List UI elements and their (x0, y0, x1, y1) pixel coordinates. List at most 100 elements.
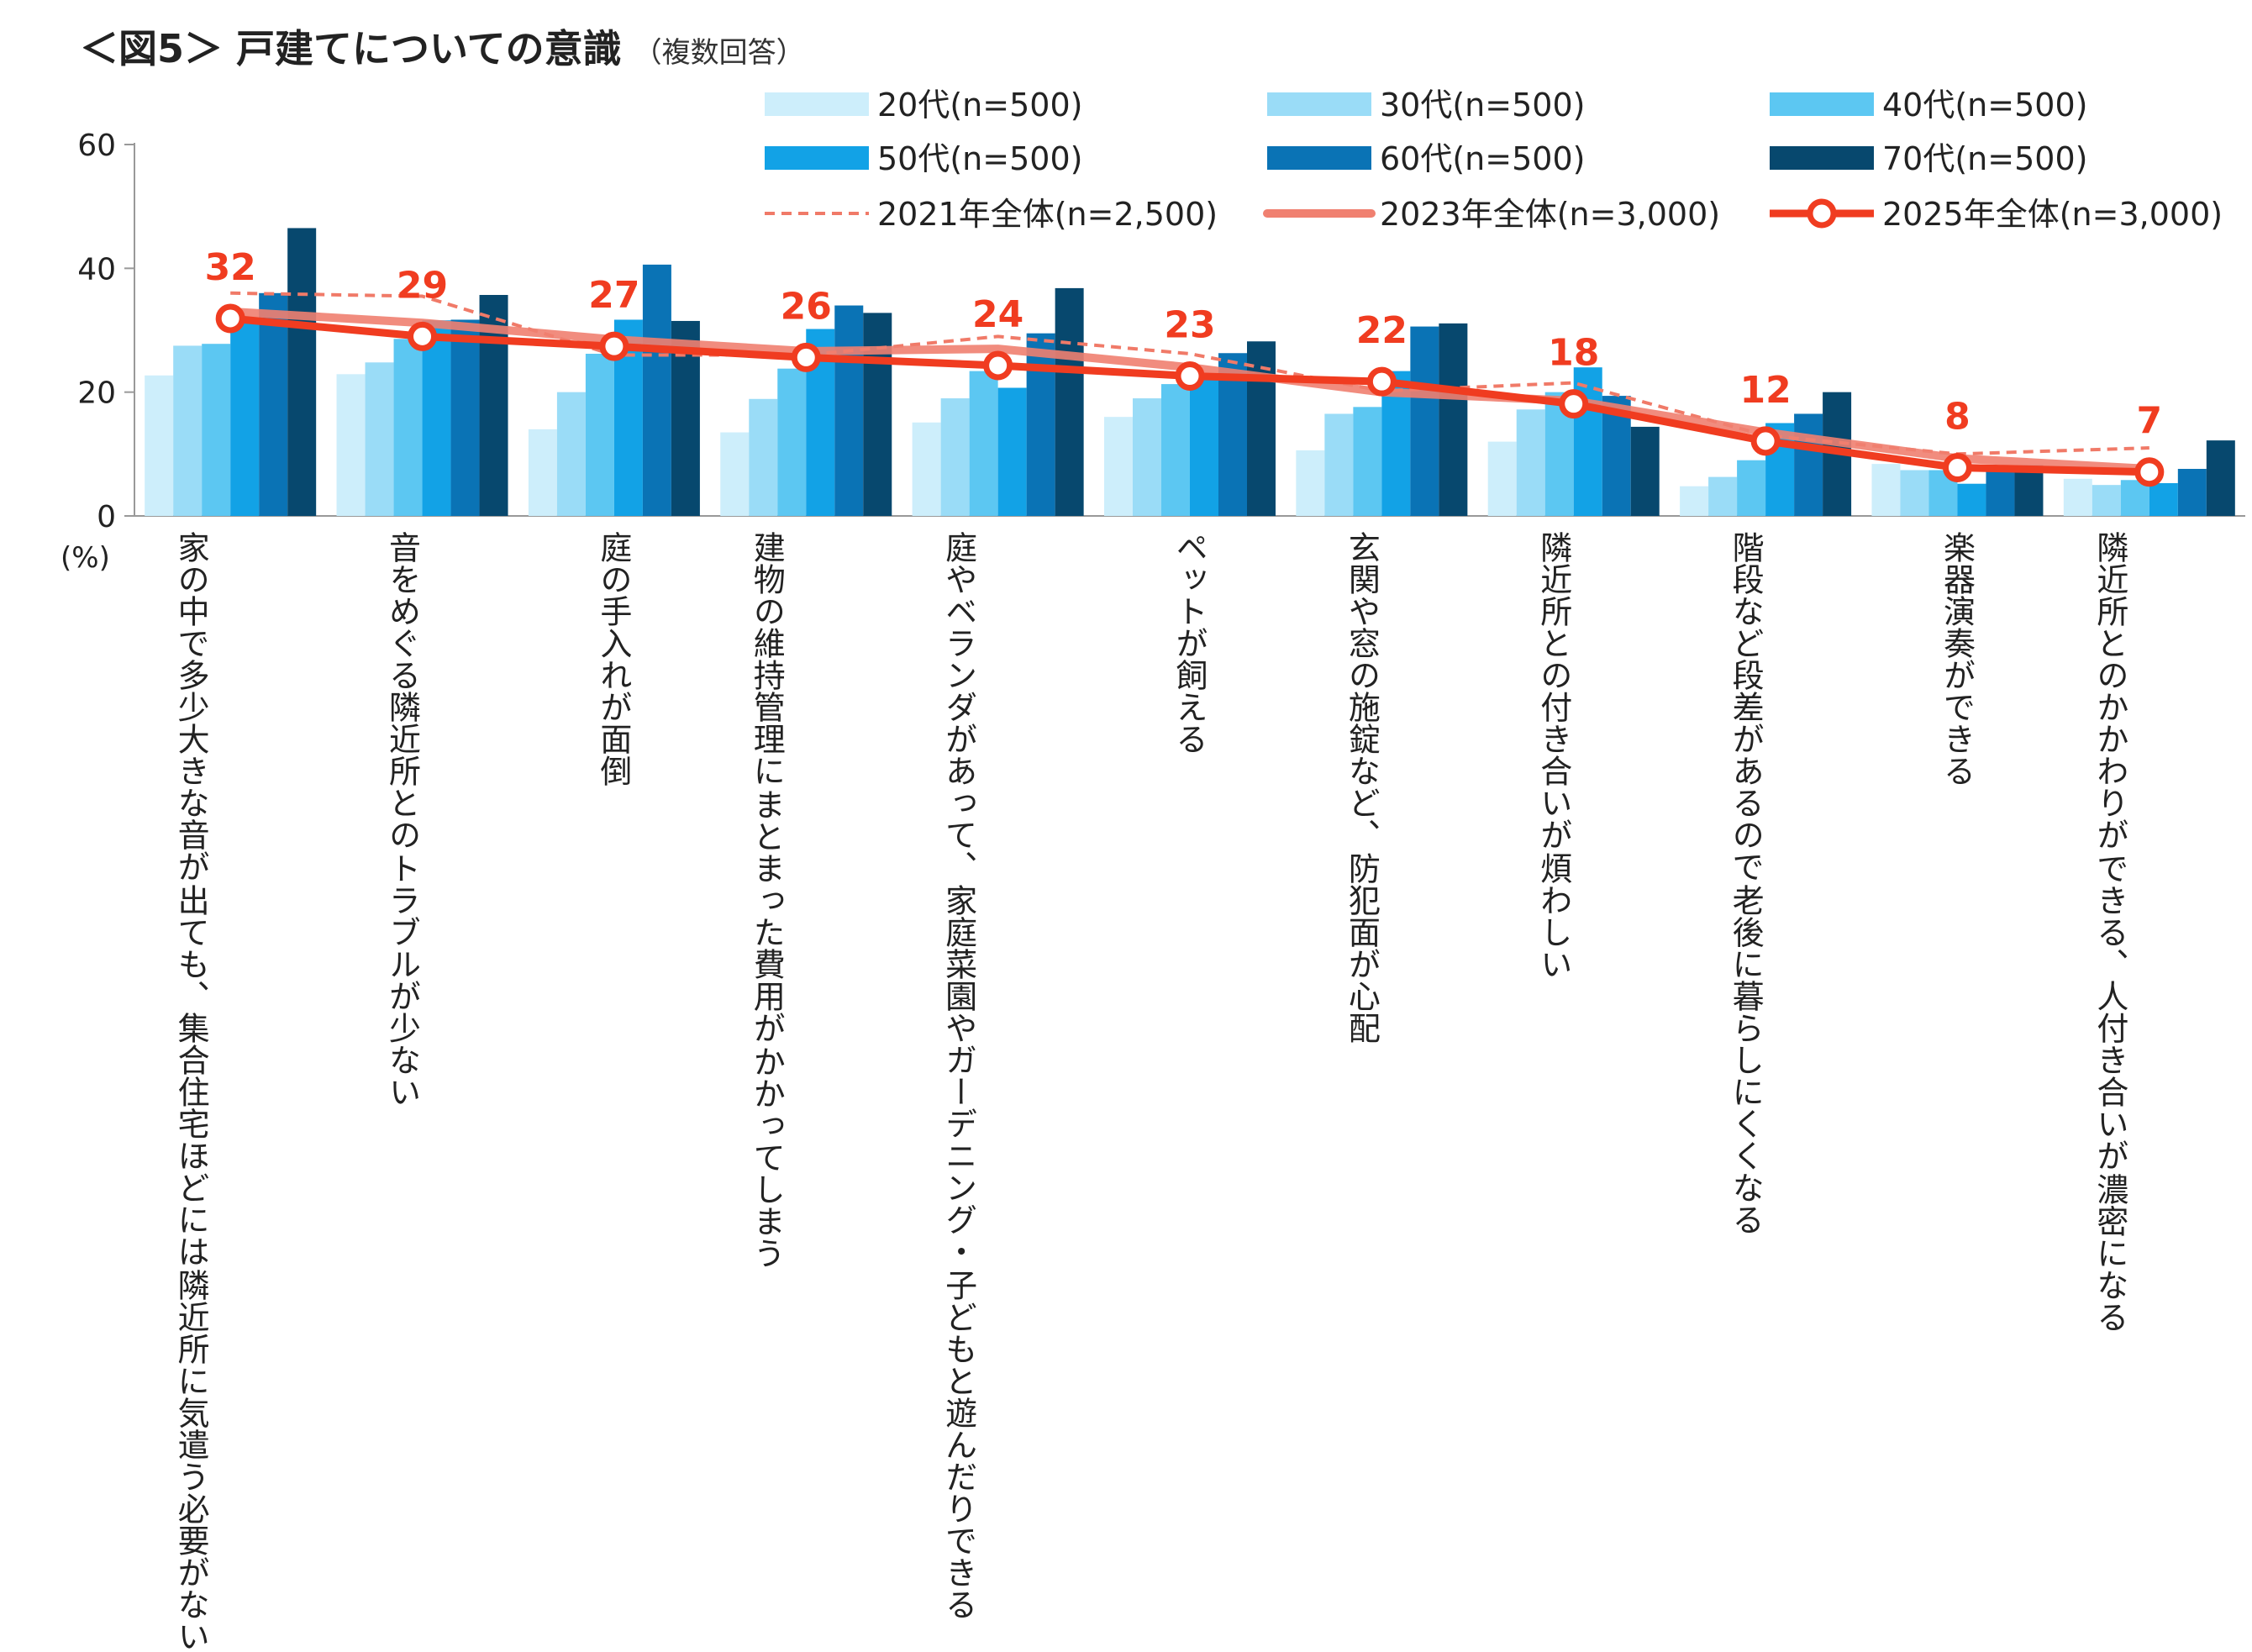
bar (365, 362, 394, 516)
bar (528, 429, 557, 516)
bar (642, 264, 671, 516)
x-tick-label-line: 家庭菜園やガーデニング・ (939, 884, 977, 1267)
x-tick-label: 建物の維持管理に まとまった費用が かかってしまう (748, 531, 864, 1269)
bar (2120, 480, 2149, 516)
legend-label: 40代(n=500) (1882, 87, 2087, 124)
bar (336, 374, 366, 516)
bar (173, 345, 203, 516)
x-tick-label-line: トラブルが少ない (383, 852, 421, 1107)
legend-swatch (1770, 92, 1874, 116)
bar (1986, 470, 2015, 516)
x-tick-label-line: 隣近所に気遣う必要がない (172, 1269, 210, 1652)
bar (1026, 333, 1055, 516)
legend-swatch (765, 146, 869, 170)
bar (1487, 441, 1517, 516)
legend-marker (1807, 198, 1837, 229)
point-marker (983, 350, 1013, 381)
bar (1104, 417, 1133, 516)
x-tick-label: 隣近所との付き合いが 煩わしい (1535, 531, 1613, 985)
x-tick-label-line: 煩わしい (1534, 852, 1572, 980)
bar (2177, 469, 2207, 516)
bar (1324, 413, 1354, 516)
data-label: 22 (1356, 309, 1408, 352)
x-tick-label-line: 家の中で多少大きな音が (172, 531, 210, 882)
y-tick-label: 20 (77, 376, 116, 411)
bar (2092, 485, 2121, 516)
x-tick-label: 楽器演奏ができる (1938, 531, 1976, 985)
x-tick-label: 玄関や窓の施錠など、 防犯面が心配 (1343, 531, 1420, 1044)
point-marker (215, 303, 245, 334)
legend-swatch (765, 92, 869, 116)
chart-subtitle: （複数回答） (633, 36, 805, 70)
x-tick-label-line: 老後に暮らしにくくなる (1727, 884, 1765, 1235)
bar (749, 398, 778, 516)
bar (834, 305, 864, 516)
legend-swatch (1770, 146, 1874, 170)
y-unit-label: (%) (61, 541, 110, 575)
x-tick-label-line: 階段など段差があるので (1727, 531, 1765, 882)
bar (259, 292, 288, 516)
bar (145, 375, 174, 516)
x-tick-label-line: ペットが飼える (1171, 531, 1208, 755)
bar (2063, 478, 2092, 516)
bar (556, 392, 586, 516)
y-tick-label: 0 (97, 500, 116, 534)
point-marker (1942, 453, 1972, 483)
legend-swatch (1267, 146, 1371, 170)
legend-label: 50代(n=500) (877, 140, 1082, 177)
bar (1794, 413, 1823, 516)
bar (1296, 450, 1325, 516)
point-marker (1750, 426, 1781, 456)
x-tick-label: 庭やベランダがあって、 家庭菜園やガーデニング・ 子どもと遊んだりできる (939, 531, 1056, 1620)
x-tick-label-line: まとまった費用が (748, 788, 786, 1044)
bar (1190, 376, 1218, 516)
x-tick-label-line: 庭の手入れが面倒 (594, 531, 632, 787)
legend-label: 30代(n=500) (1380, 87, 1585, 124)
x-tick-label-line: 庭やベランダがあって、 (939, 531, 977, 882)
data-label: 23 (1164, 304, 1215, 347)
data-label: 8 (1944, 396, 1970, 439)
bar (1737, 460, 1766, 516)
x-tick-label-line: できる、人付き合いが (2091, 852, 2128, 1171)
point-marker (1559, 389, 1589, 419)
x-tick-label-line: 楽器演奏ができる (1938, 531, 1976, 787)
data-label: 7 (2137, 400, 2163, 443)
x-tick-label: 隣近所とのかかわりが できる、人付き合いが 濃密になる (2092, 531, 2207, 1333)
legend-swatch (1267, 92, 1371, 116)
point-marker (1175, 361, 1205, 392)
x-tick-label-line: 濃密になる (2091, 1173, 2128, 1333)
point-marker (1366, 366, 1397, 397)
x-tick-label: 音をめぐる隣近所との トラブルが少ない (384, 531, 461, 1107)
bar (912, 422, 941, 516)
legend-label: 2023年全体(n=3,000) (1380, 196, 1720, 233)
bar (1353, 407, 1382, 516)
point-marker (599, 331, 629, 361)
bar (393, 339, 423, 516)
x-tick-label: 庭の手入れが面倒 (595, 531, 634, 985)
bar (720, 432, 750, 516)
data-label: 12 (1739, 369, 1791, 412)
x-tick-label-line: かかってしまう (748, 1045, 786, 1269)
bar (777, 368, 807, 516)
point-marker (2134, 457, 2165, 487)
bar (1680, 486, 1709, 516)
bar (1957, 483, 1986, 516)
bar (2206, 440, 2235, 516)
bar (1439, 323, 1468, 516)
bar (422, 320, 451, 516)
x-tick-label-line: 子どもと遊んだりできる (939, 1269, 977, 1620)
chart-title-block: ＜図5＞ 戸建てについての意識 （複数回答） (80, 18, 805, 71)
x-tick-label-line: 玄関や窓の施錠など、 (1343, 531, 1381, 850)
bar (1900, 470, 1929, 516)
x-tick-label-line: 建物の維持管理に (748, 531, 786, 787)
bar (230, 319, 260, 516)
x-tick-label: 家の中で多少大きな音が 出ても、集合住宅ほどには 隣近所に気遣う必要がない (172, 531, 288, 1652)
x-tick-label: 階段など段差があるので 老後に暮らしにくくなる (1727, 531, 1804, 1235)
x-tick-label: ペットが飼える (1171, 531, 1209, 985)
bar (940, 398, 970, 516)
bar (1630, 426, 1660, 516)
legend-label: 2025年全体(n=3,000) (1882, 196, 2223, 233)
bar (863, 313, 892, 516)
point-marker (791, 342, 821, 372)
bar (2149, 482, 2178, 516)
